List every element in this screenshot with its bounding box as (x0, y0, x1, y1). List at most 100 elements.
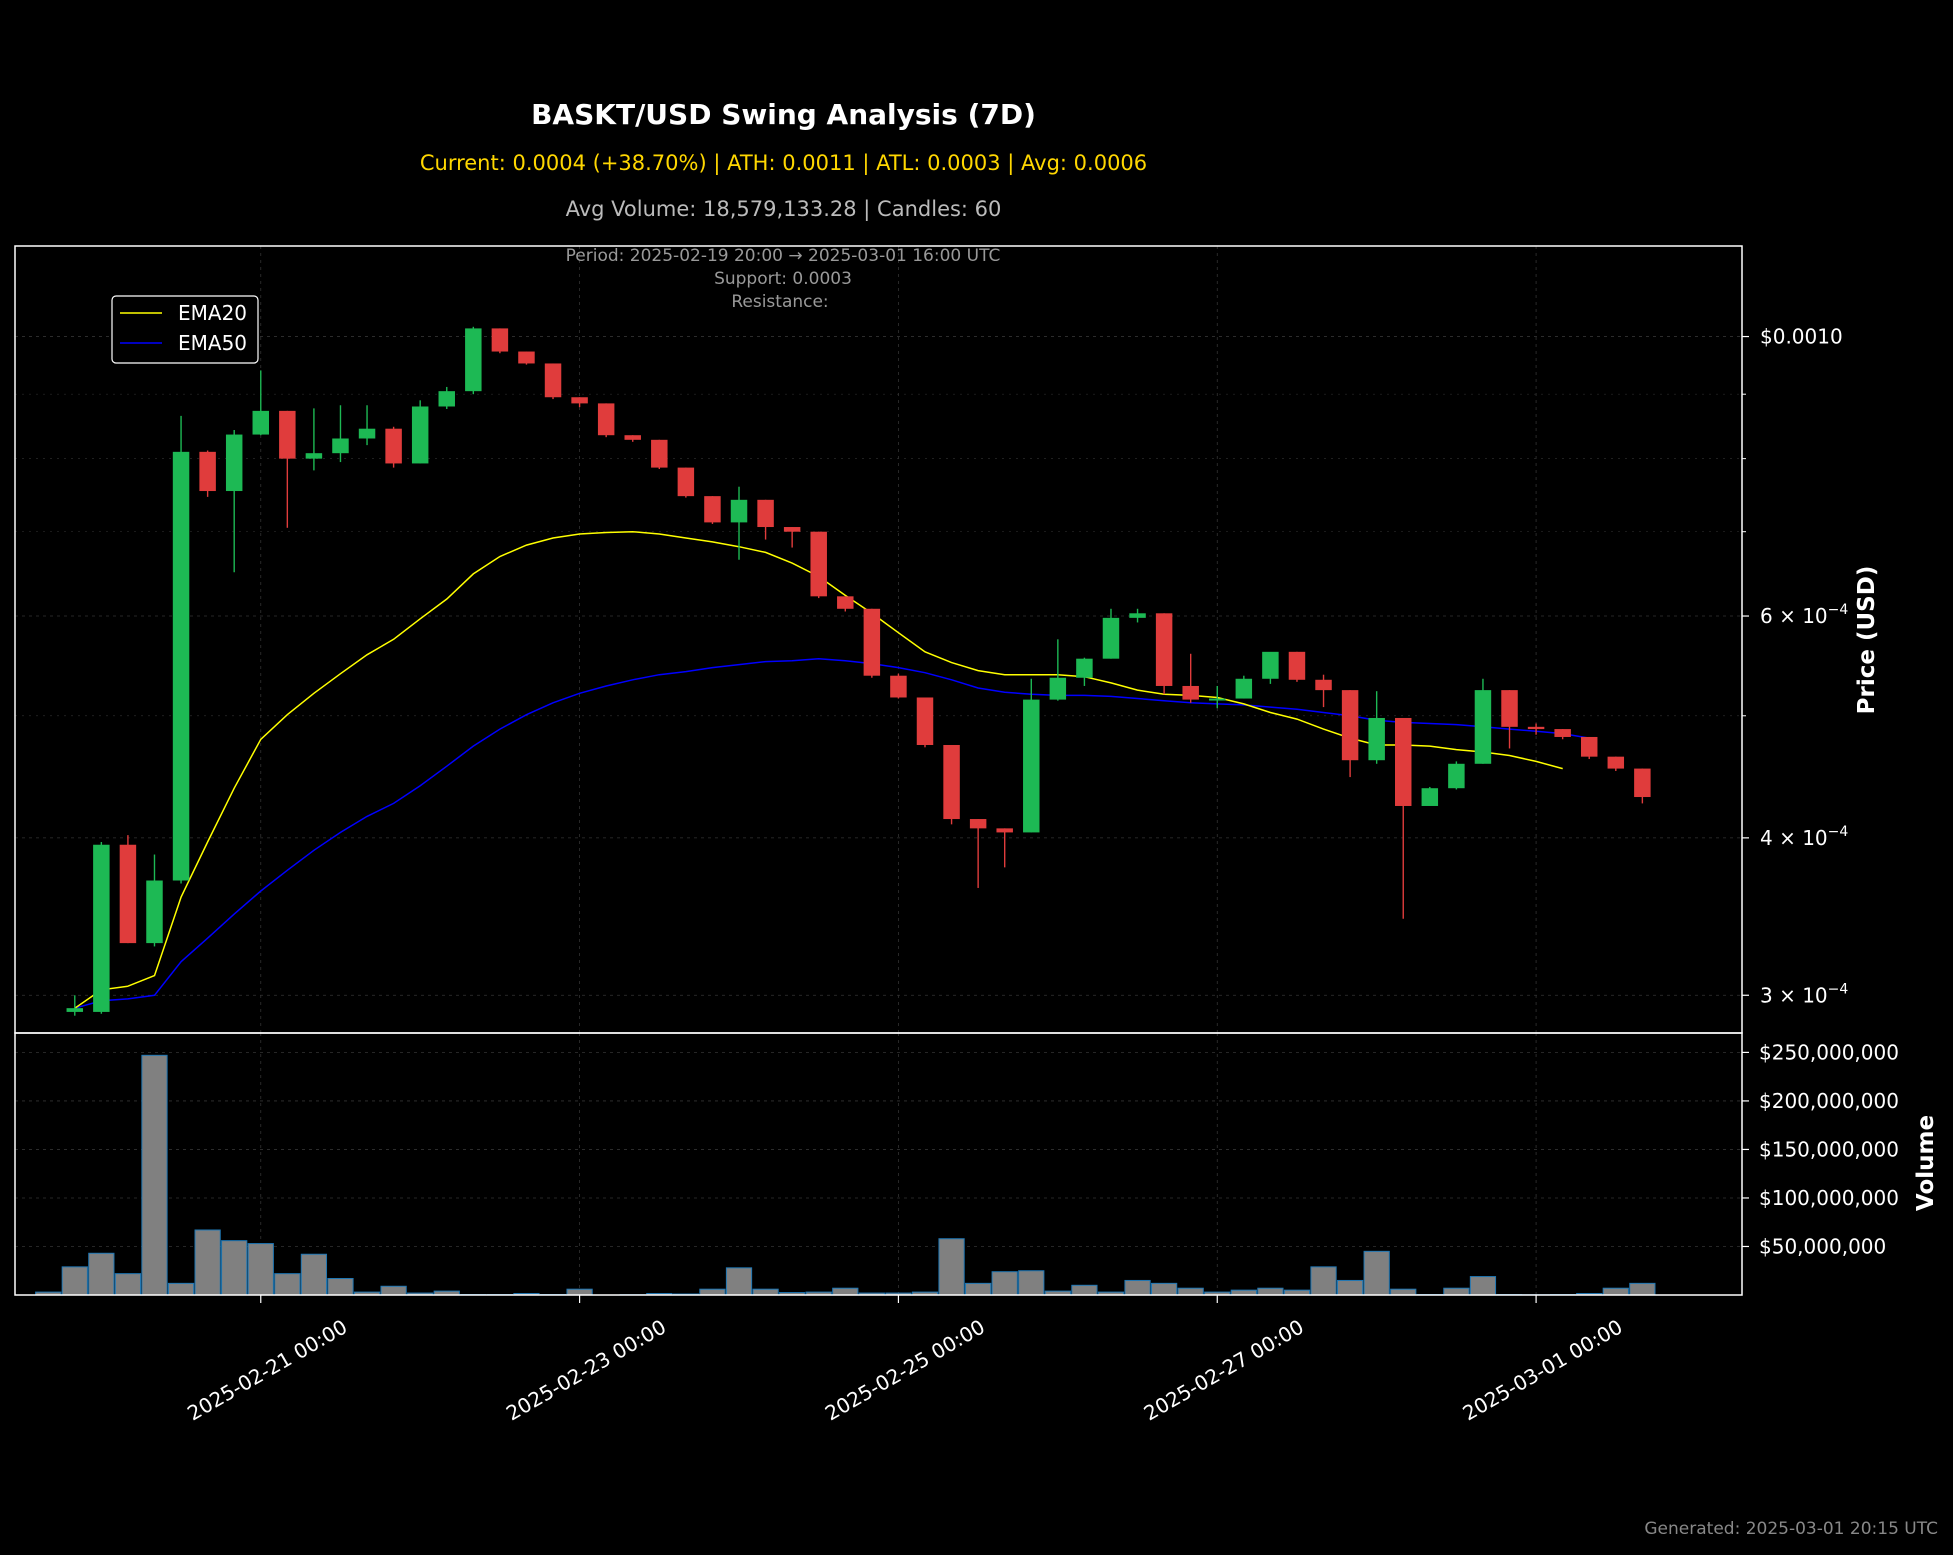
x-tick-label: 2025-02-27 00:00 (1140, 1315, 1308, 1426)
volume-bar (61, 1266, 88, 1296)
candle-body-down (1341, 690, 1359, 761)
volume-bar (167, 1282, 195, 1296)
volume-bar (1602, 1287, 1629, 1296)
volume-bar (1150, 1282, 1178, 1296)
generated-timestamp: Generated: 2025-03-01 20:15 UTC (1644, 1519, 1938, 1539)
candle-body-up (332, 438, 349, 454)
volume-bars (35, 1054, 1656, 1296)
volume-bar (965, 1282, 992, 1296)
chart-title: BASKT/USD Swing Analysis (7D) (531, 98, 1036, 131)
volume-bar (1018, 1270, 1045, 1296)
volume-bar (566, 1288, 593, 1296)
candle-body-down (863, 608, 881, 676)
volume-bar (1390, 1288, 1417, 1296)
candle-body-down (1182, 685, 1199, 700)
price-tick-label: $0.0010 (1760, 325, 1843, 349)
candle-body-down (1580, 736, 1598, 757)
price-tick-label: 3 × 10−4 (1760, 981, 1848, 1007)
candle-body-down (1634, 768, 1651, 798)
candle-body-down (1315, 679, 1332, 691)
candle-body-down (757, 499, 774, 528)
candle-body-up (1102, 617, 1120, 659)
candle-body-down (491, 328, 509, 352)
candle-body-up (1209, 698, 1226, 701)
candle-body-up (1235, 678, 1253, 699)
candle-body-down (279, 410, 296, 459)
candle-body-down (1554, 729, 1571, 737)
candle-body-up (465, 328, 482, 392)
candle-body-down (624, 435, 641, 440)
candle-body-up (1049, 677, 1067, 700)
volume-axes-frame (14, 1032, 1743, 1296)
candle-body-up (93, 844, 110, 1012)
candle-body-down (1288, 651, 1306, 680)
period-annotation: Period: 2025-02-19 20:00 → 2025-03-01 16… (566, 246, 1001, 266)
ema50-line (74, 657, 1590, 1009)
candle-body-down (916, 697, 934, 745)
price-tick-label: 6 × 10−4 (1760, 602, 1848, 628)
resistance-annotation: Resistance: (731, 292, 828, 312)
candle-body-up (1076, 658, 1093, 678)
candle-body-up (1368, 717, 1385, 761)
candle-body-up (358, 428, 376, 439)
legend-ema20-label: EMA20 (178, 301, 247, 325)
legend-ema50-label: EMA50 (178, 331, 247, 355)
volume-tick-label: $200,000,000 (1759, 1089, 1899, 1113)
volume-bar (938, 1238, 965, 1296)
volume-bar (247, 1243, 274, 1296)
volume-tick-label: $100,000,000 (1759, 1186, 1899, 1210)
stats-line: Current: 0.0004 (+38.70%) | ATH: 0.0011 … (419, 151, 1148, 175)
candle-body-up (1129, 613, 1146, 618)
volume-bar (725, 1267, 753, 1296)
volume-stats-line: Avg Volume: 18,579,133.28 | Candles: 60 (565, 197, 1002, 221)
volume-bar (327, 1278, 354, 1296)
candles (66, 326, 1651, 1016)
volume-bar (752, 1288, 779, 1296)
x-tick-label: 2025-03-01 00:00 (1459, 1315, 1627, 1426)
volume-bar (274, 1273, 301, 1296)
candle-body-up (1448, 763, 1465, 789)
volume-tick-label: $50,000,000 (1759, 1234, 1886, 1258)
candle-body-down (518, 351, 535, 364)
candle-body-up (172, 451, 190, 881)
candle-body-down (119, 844, 137, 944)
candle-body-down (1527, 726, 1545, 730)
volume-tick-label: $250,000,000 (1759, 1040, 1899, 1064)
candle-body-down (890, 675, 907, 698)
candle-body-down (943, 744, 960, 820)
volume-bar (1177, 1287, 1204, 1296)
candle-body-down (1501, 690, 1518, 727)
volume-axis-label: Volume (1913, 1115, 1939, 1211)
candle-body-down (969, 819, 987, 829)
candle-body-down (199, 451, 216, 492)
candle-body-down (996, 828, 1013, 833)
candle-body-down (385, 428, 402, 464)
candle-body-up (66, 1008, 84, 1012)
volume-bar (832, 1287, 859, 1296)
candle-body-up (252, 410, 270, 435)
candle-body-down (677, 467, 695, 497)
volume-bar (991, 1271, 1018, 1296)
legend: EMA20 EMA50 (111, 295, 259, 364)
candle-body-down (1607, 756, 1625, 769)
candle-body-up (146, 880, 163, 944)
candle-body-down (651, 439, 668, 468)
volume-bar (88, 1252, 115, 1296)
volume-bar (1124, 1279, 1151, 1296)
volume-bar (1310, 1266, 1337, 1296)
ema20-line (74, 530, 1563, 1009)
candle-body-up (411, 406, 429, 464)
volume-y-axis: $50,000,000 $100,000,000 $150,000,000 $200,… (1742, 1040, 1899, 1258)
candle-body-up (1421, 788, 1439, 806)
volume-bar (1363, 1250, 1390, 1296)
x-axis: 2025-02-21 00:00 2025-02-23 00:00 2025-02-… (183, 1295, 1627, 1426)
volume-bar (114, 1273, 142, 1296)
volume-bar (699, 1288, 726, 1296)
candle-body-up (225, 434, 243, 492)
volume-bar (1071, 1284, 1098, 1296)
volume-bar (1629, 1282, 1656, 1296)
volume-bar (1469, 1276, 1497, 1296)
volume-grid (15, 1033, 1742, 1295)
candle-body-up (1262, 651, 1279, 679)
x-tick-label: 2025-02-23 00:00 (502, 1315, 670, 1426)
